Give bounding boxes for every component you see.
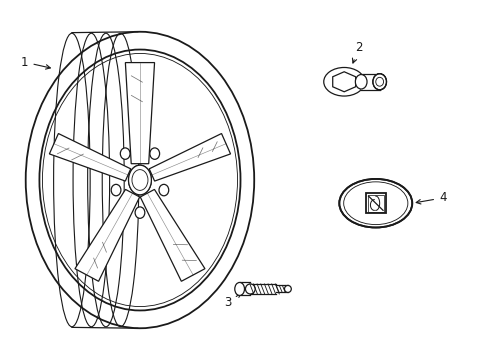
Text: 1: 1 bbox=[21, 56, 50, 69]
Polygon shape bbox=[140, 189, 204, 281]
Bar bbox=[365, 193, 385, 213]
Ellipse shape bbox=[245, 284, 255, 294]
Ellipse shape bbox=[135, 207, 144, 218]
Ellipse shape bbox=[372, 74, 386, 90]
Ellipse shape bbox=[339, 179, 411, 228]
Ellipse shape bbox=[120, 148, 130, 159]
Polygon shape bbox=[149, 134, 230, 181]
Polygon shape bbox=[75, 189, 140, 281]
Ellipse shape bbox=[128, 165, 151, 195]
Bar bbox=[367, 195, 383, 212]
Ellipse shape bbox=[284, 285, 291, 292]
Ellipse shape bbox=[111, 184, 121, 196]
Bar bbox=[275, 285, 287, 292]
Ellipse shape bbox=[323, 67, 364, 96]
Ellipse shape bbox=[234, 283, 244, 296]
Ellipse shape bbox=[149, 148, 159, 159]
Ellipse shape bbox=[355, 75, 366, 89]
Text: 4: 4 bbox=[415, 192, 446, 204]
Polygon shape bbox=[125, 63, 154, 164]
Bar bbox=[250, 284, 275, 294]
Polygon shape bbox=[332, 72, 355, 92]
Ellipse shape bbox=[159, 184, 168, 196]
Polygon shape bbox=[49, 134, 130, 181]
Text: 2: 2 bbox=[352, 41, 362, 63]
Ellipse shape bbox=[128, 165, 151, 195]
Bar bbox=[361, 74, 379, 90]
Text: 3: 3 bbox=[224, 293, 241, 309]
Bar bbox=[239, 283, 250, 296]
Ellipse shape bbox=[372, 74, 386, 90]
